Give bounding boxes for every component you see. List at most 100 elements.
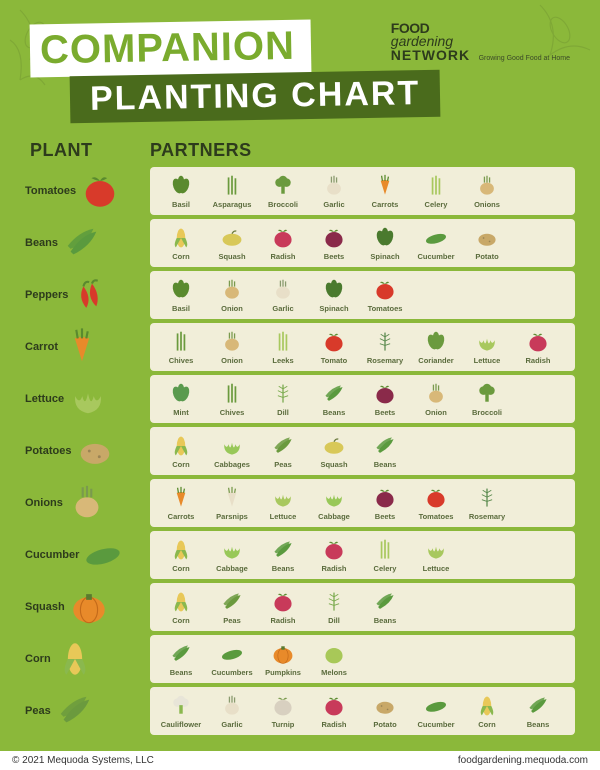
partner-item: Corn	[158, 433, 204, 469]
corn-icon	[167, 433, 195, 459]
basil-icon	[167, 277, 195, 303]
partner-item: Coriander	[413, 329, 459, 365]
partner-label: Melons	[321, 668, 347, 677]
onion-icon	[63, 481, 111, 525]
plant-label: Peas	[25, 705, 51, 717]
partner-label: Cucumber	[417, 252, 454, 261]
partners-cell: CauliflowerGarlicTurnipRadish PotatoCucu…	[150, 687, 575, 735]
table-row: Cucumber CornCabbage BeansRadish CeleryL…	[25, 531, 575, 579]
partner-label: Beans	[374, 460, 397, 469]
partner-item: Lettuce	[413, 537, 459, 573]
partner-item: Radish	[260, 589, 306, 625]
partner-item: Cucumber	[413, 225, 459, 261]
partners-cell: BeansCucumbers PumpkinsMelons	[150, 635, 575, 683]
radish-icon	[320, 537, 348, 563]
beans-icon	[524, 693, 552, 719]
partner-label: Corn	[172, 252, 190, 261]
plant-cell: Cucumber	[25, 531, 150, 579]
beans-icon	[167, 641, 195, 667]
table-row: Beans Corn SquashRadishBeets SpinachCucu…	[25, 219, 575, 267]
plant-label: Peppers	[25, 289, 68, 301]
peas-icon	[269, 433, 297, 459]
partner-item: Cabbage	[209, 537, 255, 573]
partner-label: Rosemary	[367, 356, 403, 365]
partner-label: Broccoli	[268, 200, 298, 209]
partner-item: Melons	[311, 641, 357, 677]
partner-item: Parsnips	[209, 485, 255, 521]
partner-item: Corn	[158, 589, 204, 625]
partner-item: Lettuce	[464, 329, 510, 365]
partner-label: Onion	[221, 304, 243, 313]
tomato-icon	[371, 277, 399, 303]
beans-icon	[58, 221, 106, 265]
cucumber-icon	[422, 225, 450, 251]
partners-cell: Corn SquashRadishBeets SpinachCucumber P…	[150, 219, 575, 267]
corn-icon	[167, 225, 195, 251]
lettuce-icon	[422, 537, 450, 563]
plant-cell: Tomatoes	[25, 167, 150, 215]
partner-label: Radish	[270, 252, 295, 261]
partner-item: Tomatoes	[413, 485, 459, 521]
rosemary-icon	[473, 485, 501, 511]
corn-icon	[473, 693, 501, 719]
carrot-icon	[58, 325, 106, 369]
partner-item: Celery	[362, 537, 408, 573]
celery-icon	[371, 537, 399, 563]
partner-label: Garlic	[323, 200, 344, 209]
corn-icon	[167, 589, 195, 615]
peas-icon	[51, 689, 99, 733]
partner-label: Carrots	[372, 200, 399, 209]
onion-icon	[218, 329, 246, 355]
partner-item: Beans	[260, 537, 306, 573]
plant-cell: Lettuce	[25, 375, 150, 423]
partners-cell: CarrotsParsnipsLettuceCabbageBeetsTomato…	[150, 479, 575, 527]
partner-label: Coriander	[418, 356, 453, 365]
partner-label: Beans	[170, 668, 193, 677]
partner-item: Cucumber	[413, 693, 459, 729]
corn-icon	[167, 537, 195, 563]
partners-cell: CornCabbages Peas Squash Beans	[150, 427, 575, 475]
partner-item: Cauliflower	[158, 693, 204, 729]
partner-label: Corn	[172, 616, 190, 625]
carrot-icon	[167, 485, 195, 511]
pumpkin-icon	[269, 641, 297, 667]
partner-item: Leeks	[260, 329, 306, 365]
partner-label: Dill	[277, 408, 289, 417]
dill-icon	[269, 381, 297, 407]
footer-url: foodgardening.mequoda.com	[458, 755, 588, 766]
partner-item: Garlic	[209, 693, 255, 729]
turnip-icon	[269, 693, 297, 719]
partner-label: Tomato	[321, 356, 348, 365]
partner-label: Rosemary	[469, 512, 505, 521]
table-row: Carrot ChivesOnion LeeksTomato Rosemary …	[25, 323, 575, 371]
cucumber-icon	[79, 533, 127, 577]
partner-label: Lettuce	[270, 512, 297, 521]
partner-label: Chives	[169, 356, 194, 365]
partner-item: Rosemary	[464, 485, 510, 521]
chives-icon	[167, 329, 195, 355]
partner-label: Spinach	[319, 304, 348, 313]
partner-label: Potato	[373, 720, 396, 729]
partner-label: Cauliflower	[161, 720, 201, 729]
tomato-icon	[320, 329, 348, 355]
partner-label: Beans	[272, 564, 295, 573]
col-header-partners: PARTNERS	[150, 140, 252, 161]
footer-copyright: © 2021 Mequoda Systems, LLC	[12, 755, 154, 766]
radish-icon	[269, 225, 297, 251]
partner-item: Beans	[362, 433, 408, 469]
leeks-icon	[269, 329, 297, 355]
partner-item: Rosemary	[362, 329, 408, 365]
lettuce-icon	[473, 329, 501, 355]
partner-item: Squash	[311, 433, 357, 469]
table-row: Corn BeansCucumbers PumpkinsMelons	[25, 635, 575, 683]
partner-item: Carrots	[158, 485, 204, 521]
partner-label: Pumpkins	[265, 668, 301, 677]
cucumber-icon	[422, 693, 450, 719]
partners-cell: CornCabbage BeansRadish CeleryLettuce	[150, 531, 575, 579]
partner-label: Basil	[172, 304, 190, 313]
plant-cell: Peppers	[25, 271, 150, 319]
partner-label: Radish	[270, 616, 295, 625]
peas-icon	[218, 589, 246, 615]
pumpkin-icon	[65, 585, 113, 629]
partner-item: Chives	[158, 329, 204, 365]
